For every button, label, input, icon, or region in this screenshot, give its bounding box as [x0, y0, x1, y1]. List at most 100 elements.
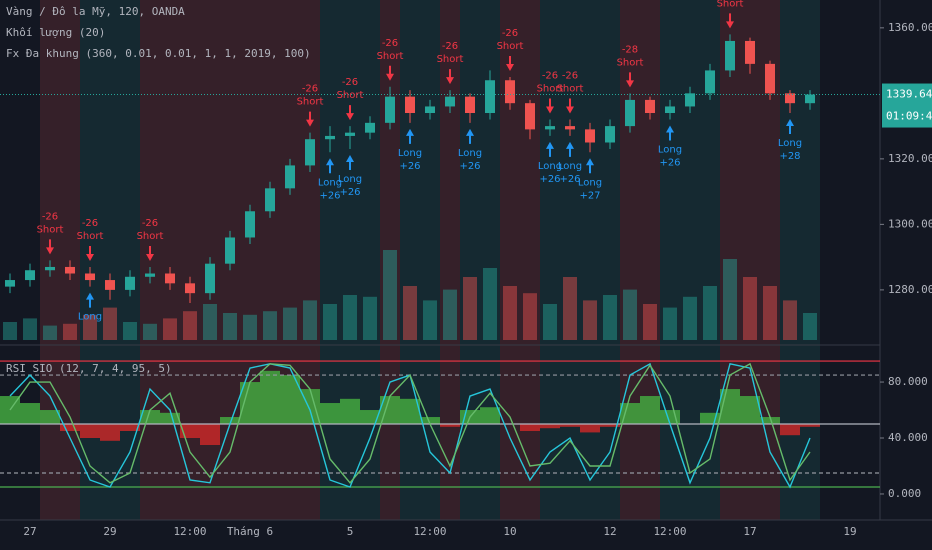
candle-body — [385, 96, 395, 123]
signal-label: Long — [338, 174, 362, 185]
candle-body — [505, 80, 515, 104]
signal-label: Short — [557, 84, 584, 95]
signal-arrow — [86, 292, 94, 308]
signal-value: -26 — [442, 41, 458, 52]
candle-body — [585, 129, 595, 143]
legend-entry: Vàng / Đô la Mỹ, 120, OANDA — [6, 5, 185, 18]
candle-body — [165, 273, 175, 284]
signal-zone — [400, 0, 440, 520]
signal-label: Long — [558, 161, 582, 172]
candle-body — [525, 103, 535, 130]
histogram-bar — [640, 396, 660, 425]
volume-bar — [163, 318, 177, 340]
histogram-bar — [320, 403, 340, 425]
histogram-bar — [100, 424, 120, 441]
candle-body — [105, 280, 115, 290]
volume-bar — [583, 300, 597, 340]
last-price: 1339.642 — [886, 88, 932, 101]
signal-arrow — [546, 98, 554, 114]
signal-value: +28 — [779, 151, 800, 162]
signal-value: -26 — [502, 28, 518, 39]
histogram-bar — [380, 396, 400, 425]
signal-label: Long — [658, 145, 682, 156]
histogram-bar — [540, 424, 560, 429]
candle-body — [305, 139, 315, 166]
signal-arrow — [546, 141, 554, 157]
volume-bar — [683, 296, 697, 340]
signal-arrow — [86, 245, 94, 261]
histogram-bar — [240, 382, 260, 425]
histogram-bar — [400, 398, 420, 425]
signal-zone — [560, 0, 580, 520]
candle-body — [465, 96, 475, 114]
volume-bar — [383, 250, 397, 340]
signal-zone — [580, 0, 620, 520]
signal-zone — [340, 0, 380, 520]
legend-entry: Khối lượng (20) — [6, 26, 105, 39]
candle-body — [325, 135, 335, 140]
candle-body — [45, 266, 55, 271]
signal-arrow — [46, 239, 54, 255]
volume-bar — [43, 325, 57, 340]
signal-arrow — [566, 141, 574, 157]
candle-body — [705, 70, 715, 94]
x-tick-label: 10 — [503, 525, 516, 538]
x-tick-label: 5 — [347, 525, 354, 538]
volume-bar — [103, 307, 117, 340]
histogram-bar — [800, 424, 820, 427]
candle-body — [805, 94, 815, 104]
candle-body — [65, 266, 75, 274]
volume-bar — [263, 311, 277, 340]
y-tick-label: 40.000 — [888, 431, 928, 444]
signal-zone — [300, 0, 320, 520]
signal-arrow — [446, 69, 454, 85]
signal-value: +26 — [339, 187, 360, 198]
signal-value: -26 — [82, 218, 98, 229]
histogram-bar — [220, 417, 240, 425]
candle-body — [265, 188, 275, 212]
signal-arrow — [586, 158, 594, 174]
candle-body — [665, 106, 675, 114]
candle-body — [145, 273, 155, 277]
signal-arrow — [346, 155, 354, 171]
signal-label: Short — [377, 51, 404, 62]
candle-body — [645, 99, 655, 114]
signal-label: Long — [578, 177, 602, 188]
signal-label: Long — [538, 161, 562, 172]
signal-value: -26 — [342, 77, 358, 88]
signal-arrow — [786, 119, 794, 135]
histogram-bar — [520, 424, 540, 432]
signal-value: -26 — [542, 71, 558, 82]
x-tick-label: 12:00 — [653, 525, 686, 538]
signal-zone — [440, 0, 460, 520]
signal-arrow — [666, 125, 674, 141]
histogram-bar — [260, 370, 280, 425]
x-tick-label: 17 — [743, 525, 756, 538]
volume-bar — [283, 307, 297, 340]
signal-label: Short — [137, 231, 164, 242]
volume-bar — [203, 304, 217, 340]
histogram-bar — [580, 424, 600, 433]
signal-zone — [460, 0, 500, 520]
y-tick-label: 80.000 — [888, 375, 928, 388]
volume-bar — [403, 286, 417, 340]
signal-arrow — [626, 72, 634, 88]
signal-zone — [320, 0, 340, 520]
x-tick-label: 29 — [103, 525, 116, 538]
volume-bar — [783, 300, 797, 340]
signal-label: Long — [458, 148, 482, 159]
candle-body — [125, 276, 135, 290]
y-tick-label: 1300.000 — [888, 217, 932, 230]
x-tick-label: 12:00 — [413, 525, 446, 538]
signal-label: Short — [717, 0, 744, 9]
volume-bar — [423, 300, 437, 340]
signal-label: Short — [37, 224, 64, 235]
volume-bar — [503, 286, 517, 340]
volume-bar — [563, 277, 577, 340]
signal-value: -26 — [302, 84, 318, 95]
signal-zone — [620, 0, 660, 520]
volume-bar — [223, 313, 237, 340]
